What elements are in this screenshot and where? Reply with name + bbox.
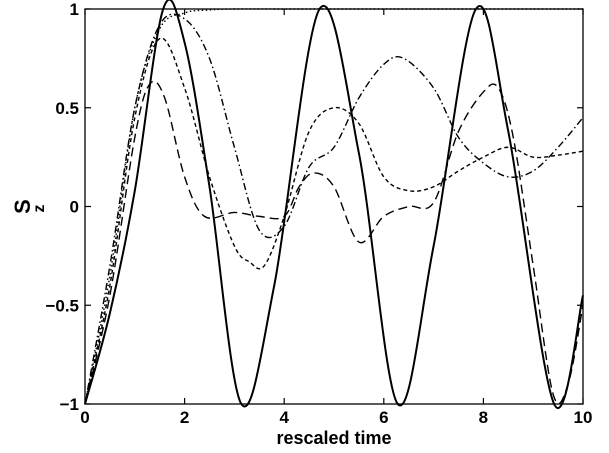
y-axis-label: S — [10, 199, 35, 214]
series-group — [84, 0, 584, 409]
y-axis-label-group: S z — [10, 199, 48, 214]
x-tick-label: 4 — [279, 408, 289, 427]
series-line-dashed — [84, 80, 584, 405]
x-axis-label: rescaled time — [276, 428, 391, 448]
y-tick-label: −1 — [60, 395, 79, 414]
y-tick-label: 0.5 — [55, 99, 79, 118]
x-tick-label: 8 — [479, 408, 488, 427]
y-axis-label-subscript: z — [31, 205, 48, 213]
plot-frame — [84, 8, 584, 405]
series-line-short-dashed — [84, 37, 584, 405]
series-line-solid — [84, 0, 584, 409]
x-tick-label: 10 — [574, 408, 593, 427]
series-line-dotted — [84, 8, 583, 405]
y-tick-label: 1 — [70, 0, 79, 19]
x-tick-label: 0 — [80, 408, 89, 427]
x-tick-label: 2 — [180, 408, 189, 427]
series-line-dash-dot — [84, 13, 584, 405]
x-tick-label: 6 — [379, 408, 388, 427]
tick-group: 0 2 4 6 8 10 −1 −0.5 0 0.5 1 — [45, 0, 592, 427]
y-tick-label: −0.5 — [45, 296, 79, 315]
y-tick-label: 0 — [70, 198, 79, 217]
